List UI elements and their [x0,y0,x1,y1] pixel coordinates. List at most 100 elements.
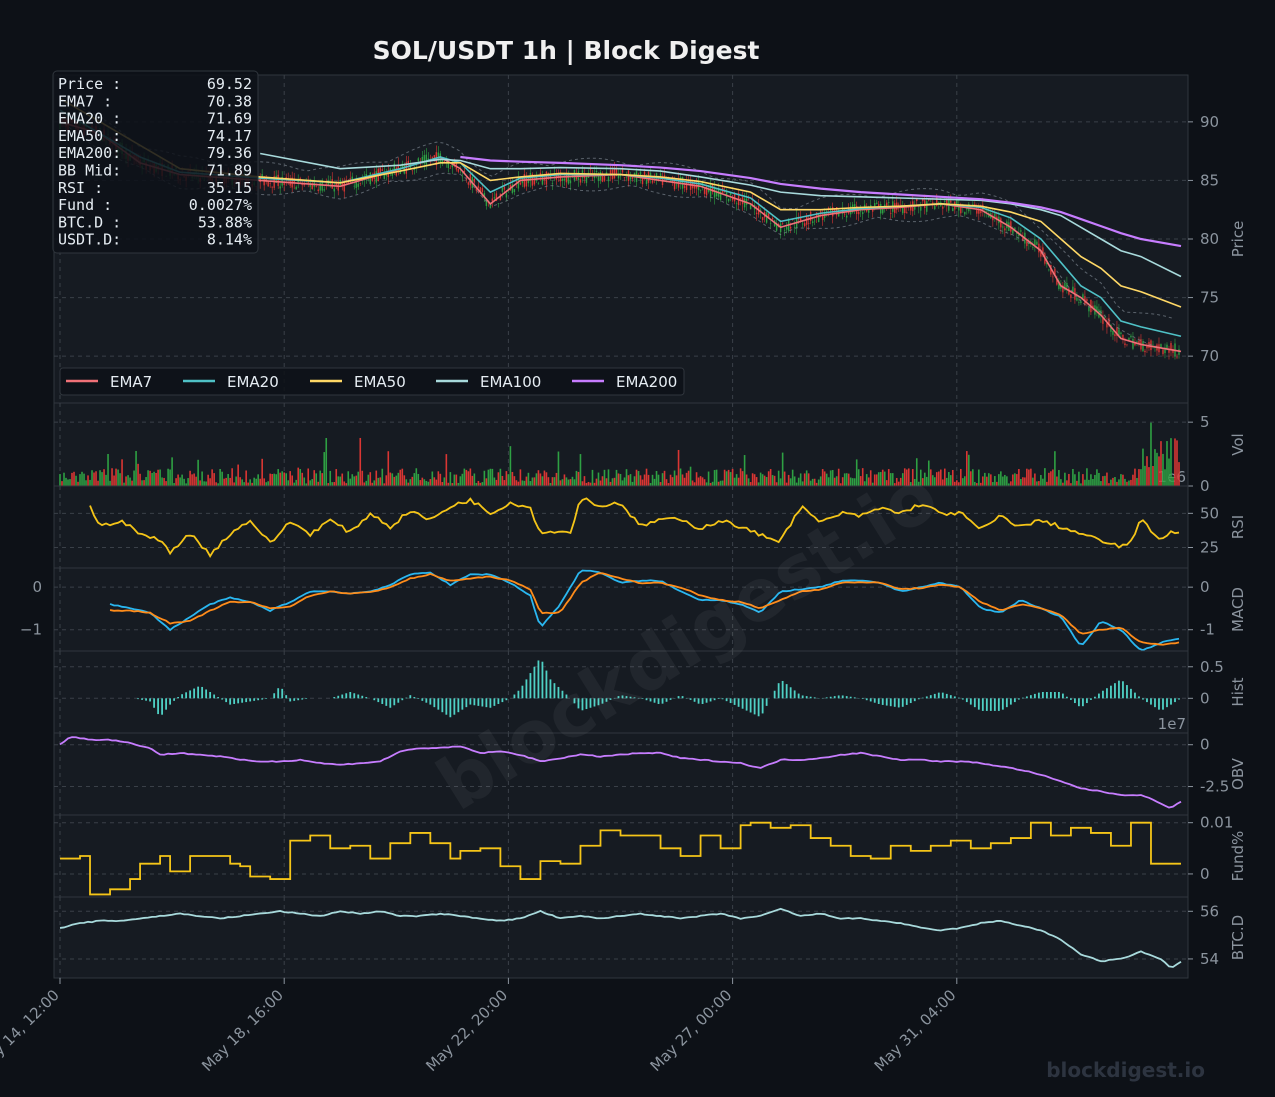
volume-bar [1116,481,1118,486]
candle-body [551,183,554,184]
volume-bar [529,481,532,486]
candle-body [1136,341,1138,342]
volume-bar [629,474,632,486]
volume-bar [61,481,63,486]
volume-bar [597,472,600,486]
candle-body [459,166,462,168]
panel-rsi: 25 50 RSI [53,485,1247,569]
volume-bar [281,471,283,486]
volume-bar [915,458,918,486]
hist-bar [853,697,856,699]
candle-body [503,186,506,190]
hist-bar [1009,698,1012,705]
hist-bar [861,698,864,699]
hist-bar [1110,685,1112,699]
volume-bar [843,473,846,486]
candle-body [1086,299,1088,302]
hist-bar [797,693,800,699]
hist-bar [597,698,600,706]
hist-bar [1001,698,1004,710]
volume-bar [1154,449,1156,486]
volume-bar [321,473,324,486]
hist-bar [357,694,360,699]
volume-bar [893,483,896,486]
candle-body [934,205,936,210]
volume-bar [519,469,522,486]
volume-bar [947,472,950,486]
hist-bar [181,694,184,699]
volume-bar [713,470,716,486]
hist-bar [341,694,344,699]
candle-body [325,183,327,185]
volume-bar [595,478,598,486]
hist-bar [361,695,364,699]
volume-bar [303,477,306,486]
candle-body [918,206,920,208]
volume-bar [679,468,682,486]
hist-bar [429,698,432,705]
volume-bar [421,477,424,486]
volume-bar [637,471,640,486]
volume-bar [787,474,790,486]
info-label-3: EMA50 : [58,127,121,145]
volume-bar [613,477,616,486]
volume-bar [433,477,436,486]
volume-bar [119,473,121,486]
candle-body [375,171,377,183]
candle-body [563,178,566,181]
volume-bar [1110,479,1112,486]
volume-bar [1174,438,1176,486]
ylabel-rsi: RSI [1229,515,1247,539]
volume-bar [385,475,388,486]
volume-bar [791,469,794,486]
volume-bar [869,470,872,486]
hist-bar [789,687,792,699]
legend: EMA7 EMA20 EMA50 EMA100 EMA200 [59,367,685,396]
hist-bar [349,692,352,699]
hist-bar [701,698,704,704]
volume-bar [805,470,808,486]
volume-bar [361,470,364,486]
volume-bar [919,469,922,486]
candle-body [1000,218,1002,228]
volume-bar [887,469,890,486]
hist-bar [773,690,776,699]
volume-bar [795,482,798,486]
volume-bar [377,477,380,486]
hist-bar [497,698,500,704]
hist-bar [1053,692,1056,699]
candle-body [357,183,359,187]
hist-bar [381,698,384,704]
volume-bar [235,476,237,486]
hist-bar [457,698,460,713]
volume-bar [249,479,251,486]
volume-bar [107,453,109,486]
hist-bar [1013,698,1016,703]
legend-label-2: EMA50 [354,373,406,391]
volume-bar [755,477,758,486]
volume-bar [103,469,105,486]
hist-bar [973,698,976,708]
hist-bar [777,683,780,699]
volume-bar [657,474,660,486]
volume-bar [139,473,141,486]
volume-bar [81,471,83,486]
hist-bar [241,698,244,703]
volume-bar [761,474,764,486]
hist-bar [565,694,568,699]
ytick-label-price-4: 90 [1200,113,1219,131]
hist-bar [289,698,292,702]
candle-body [1046,262,1048,265]
volume-bar [557,451,560,486]
hist-bar [833,696,836,699]
candle-body [1178,349,1180,355]
volume-bar [871,482,874,486]
hist-bar [761,698,764,714]
volume-bar [839,483,842,486]
volume-bar [661,473,664,486]
volume-bar [259,478,261,486]
volume-bar [821,469,824,486]
volume-bar [133,470,135,486]
series-ema100 [260,152,1182,278]
hist-bar [389,698,392,708]
